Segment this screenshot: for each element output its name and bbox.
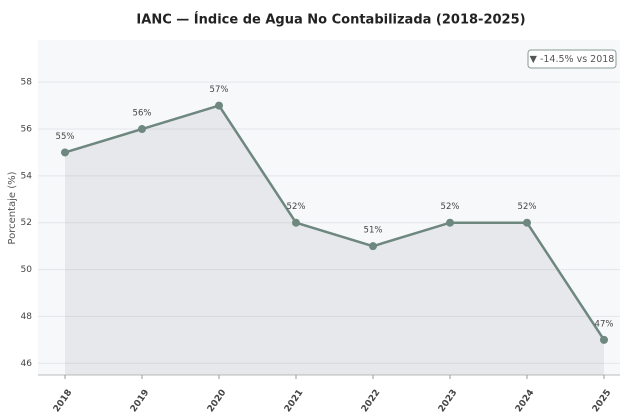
y-tick-label: 46 (21, 359, 33, 369)
point (600, 335, 608, 344)
data-label: 51% (364, 226, 383, 236)
point (369, 242, 377, 251)
point (138, 125, 146, 134)
y-tick-label: 52 (21, 218, 32, 228)
point (446, 218, 454, 227)
data-label: 55% (56, 132, 75, 142)
data-label: 56% (133, 109, 152, 119)
data-label: 52% (518, 202, 537, 212)
data-label: 52% (441, 202, 460, 212)
data-label: 47% (595, 319, 614, 329)
plot-area (38, 40, 620, 375)
data-label: 57% (210, 85, 229, 95)
x-tick-label: 2023 (437, 388, 460, 414)
y-axis-label: Porcentaje (%) (7, 171, 18, 244)
x-tick-label: 2025 (591, 388, 614, 414)
x-tick-label: 2022 (360, 388, 383, 414)
point (292, 218, 300, 227)
point (215, 101, 223, 110)
annotation: ▼ -14.5% vs 2018 (530, 54, 615, 65)
x-tick-label: 2020 (206, 388, 229, 414)
data-label: 52% (287, 202, 306, 212)
chart-title: IANC — Índice de Agua No Contabilizada (… (136, 12, 525, 28)
y-tick-label: 56 (21, 125, 33, 135)
x-tick-label: 2019 (129, 388, 152, 414)
y-tick-label: 50 (21, 265, 33, 275)
point (61, 148, 69, 157)
y-tick-label: 54 (21, 171, 33, 181)
area-fill (65, 105, 604, 375)
y-tick-label: 48 (21, 312, 33, 322)
x-tick-label: 2021 (283, 388, 306, 414)
x-tick-label: 2018 (52, 388, 75, 414)
y-tick-label: 58 (21, 78, 33, 88)
x-tick-label: 2024 (514, 388, 537, 414)
line (64, 104, 606, 341)
annotation-box (527, 49, 617, 69)
point (523, 218, 531, 227)
